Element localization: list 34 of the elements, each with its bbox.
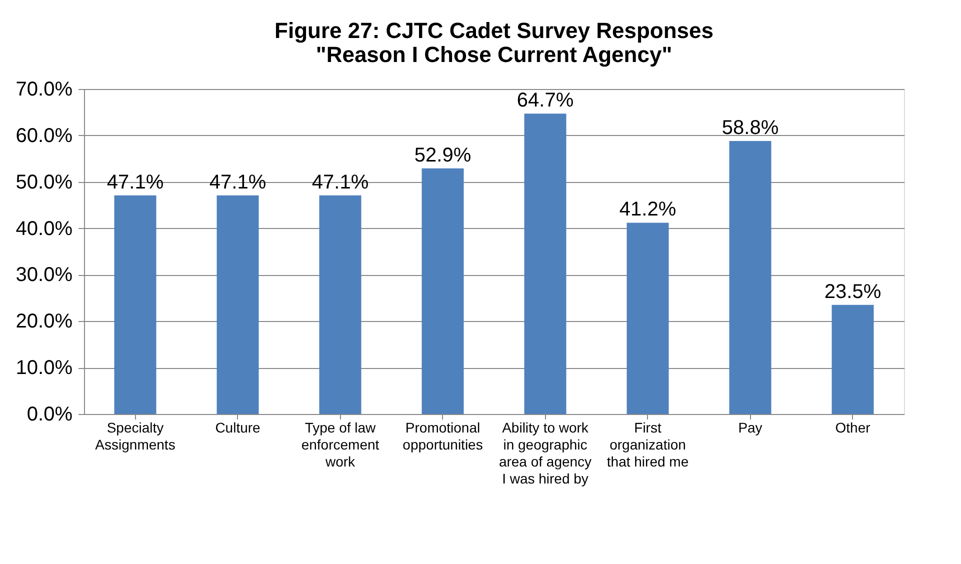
- bar: [319, 195, 362, 414]
- bar: [832, 304, 874, 414]
- y-tick-label: 40.0%: [16, 218, 73, 240]
- data-label: 58.8%: [722, 117, 779, 139]
- x-tick-label: Other: [835, 420, 871, 436]
- text: Figure 27: CJTC Cadet Survey Responses: [274, 18, 714, 43]
- bar: [524, 114, 566, 414]
- x-tick-label: Pay: [738, 420, 762, 436]
- y-tick-label: 60.0%: [16, 124, 73, 147]
- x-tick-label: Culture: [215, 420, 261, 436]
- data-label: 47.1%: [209, 171, 266, 194]
- x-tick-label: Promotional opportunities: [402, 420, 483, 452]
- x-tick-label: Ability to work in geographic area of agency I was hired by: [498, 420, 592, 486]
- data-label: 52.9%: [414, 144, 472, 166]
- y-tick-label: 70.0%: [16, 78, 73, 100]
- y-tick-label: 10.0%: [16, 357, 73, 380]
- x-tick-label: First organization that hired me: [606, 420, 689, 470]
- data-label: 47.1%: [106, 171, 164, 194]
- data-label: 64.7%: [516, 90, 574, 112]
- data-label: 41.2%: [619, 198, 676, 221]
- bar: [729, 141, 772, 414]
- bar: [422, 168, 464, 414]
- y-tick-label: 20.0%: [16, 310, 73, 333]
- bar: [114, 195, 156, 414]
- text: "Reason I Chose Current Agency": [316, 42, 672, 67]
- y-tick-label: 50.0%: [16, 171, 73, 194]
- y-tick-label: 30.0%: [16, 264, 73, 286]
- x-tick-label: Specialty Assignments: [95, 420, 176, 452]
- x-tick-label: Type of law enforcement work: [301, 420, 380, 470]
- data-label: 47.1%: [312, 171, 369, 194]
- data-label: 23.5%: [824, 280, 882, 303]
- y-tick-label: 0.0%: [26, 404, 73, 426]
- bar: [626, 222, 669, 414]
- bar: [216, 195, 259, 414]
